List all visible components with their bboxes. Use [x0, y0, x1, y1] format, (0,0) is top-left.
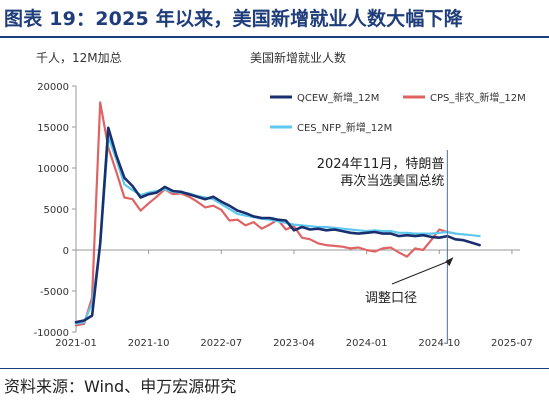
- y-tick-label: 5000: [44, 205, 69, 216]
- adjustment-arrowhead: [445, 257, 454, 267]
- x-tick-label: 2021-10: [128, 338, 170, 349]
- adjustment-arrow: [391, 259, 452, 285]
- line-chart: 千人，12M加总 美国新增就业人数 -10000 -5000 0 5000 10000 1…: [34, 50, 533, 349]
- y-tick-label: 10000: [37, 164, 69, 175]
- election-annotation: 再次当选美国总统: [340, 173, 444, 189]
- legend-label: CPS_非农_新增_12M: [430, 91, 526, 104]
- series-line: [74, 135, 481, 325]
- figure-title: 图表 19：2025 年以来，美国新增就业人数大幅下降: [4, 8, 463, 30]
- y-tick-label: -10000: [34, 328, 69, 339]
- legend-label: CES_NFP_新增_12M: [297, 121, 392, 134]
- y-tick-label: 20000: [37, 82, 69, 93]
- source-divider: [0, 368, 549, 369]
- chart-title: 美国新增就业人数: [250, 50, 346, 65]
- legend-label: QCEW_新增_12M: [297, 91, 379, 104]
- x-tick-label: 2022-07: [200, 338, 242, 349]
- x-tick-label: 2025-07: [491, 338, 533, 349]
- y-axis-label: 千人，12M加总: [36, 51, 122, 65]
- election-annotation: 2024年11月，特朗普: [317, 157, 445, 172]
- adjustment-annotation: 调整口径: [365, 291, 417, 306]
- y-tick-label: -5000: [40, 287, 69, 298]
- x-tick-label: 2024-10: [418, 338, 460, 349]
- series-line: [74, 101, 457, 327]
- y-tick-label: 15000: [37, 123, 69, 134]
- x-tick-label: 2021-01: [55, 338, 97, 349]
- title-divider: [0, 36, 549, 38]
- source-note: 资料来源：Wind、申万宏源研究: [4, 377, 237, 396]
- y-tick-label: 0: [63, 246, 69, 257]
- x-tick-label: 2024-01: [346, 338, 388, 349]
- x-tick-label: 2023-04: [273, 338, 315, 349]
- series-line: [74, 126, 481, 324]
